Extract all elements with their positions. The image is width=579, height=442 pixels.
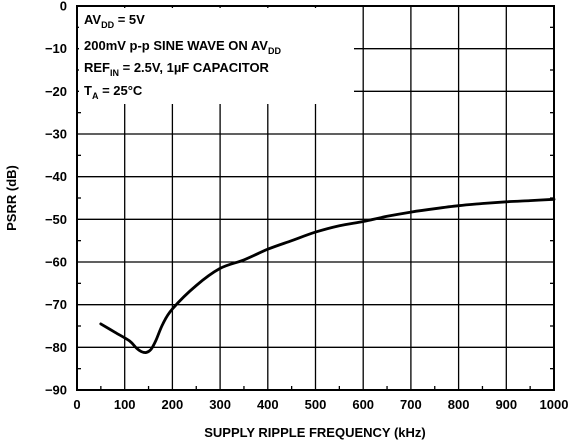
x-tick-label: 1000: [540, 397, 569, 412]
x-tick-label: 100: [114, 397, 136, 412]
x-tick-label: 700: [400, 397, 422, 412]
annotation-line-4: TA = 25°C: [84, 83, 143, 101]
y-tick-label: −10: [45, 41, 67, 56]
y-tick-label: −40: [45, 169, 67, 184]
annotation-line-1: AVDD = 5V: [84, 12, 145, 30]
x-axis-title: SUPPLY RIPPLE FREQUENCY (kHz): [204, 425, 426, 440]
y-tick-label: 0: [60, 0, 67, 14]
x-tick-label: 600: [352, 397, 374, 412]
annotation-line-3: REFIN = 2.5V, 1µF CAPACITOR: [84, 60, 270, 78]
x-tick-label: 200: [162, 397, 184, 412]
x-tick-label: 400: [257, 397, 279, 412]
x-tick-labels: 0 100 200 300 400 500 600 700 800 900 1000: [73, 397, 568, 412]
x-tick-label: 800: [448, 397, 470, 412]
annotation-box: [79, 8, 354, 104]
y-axis-title: PSRR (dB): [4, 165, 19, 231]
y-tick-label: −80: [45, 340, 67, 355]
y-tick-labels: 0 −10 −20 −30 −40 −50 −60 −70 −80 −90: [45, 0, 67, 398]
psrr-curve: [99, 197, 556, 354]
annotation-line-2: 200mV p-p SINE WAVE ON AVDD: [84, 38, 281, 56]
y-tick-label: −60: [45, 255, 67, 270]
x-tick-label: 0: [73, 397, 80, 412]
y-tick-label: −30: [45, 127, 67, 142]
y-tick-label: −50: [45, 212, 67, 227]
x-tick-label: 300: [209, 397, 231, 412]
y-tick-label: −20: [45, 84, 67, 99]
y-tick-label: −90: [45, 383, 67, 398]
y-tick-label: −70: [45, 297, 67, 312]
x-tick-label: 900: [495, 397, 517, 412]
x-tick-label: 500: [305, 397, 327, 412]
